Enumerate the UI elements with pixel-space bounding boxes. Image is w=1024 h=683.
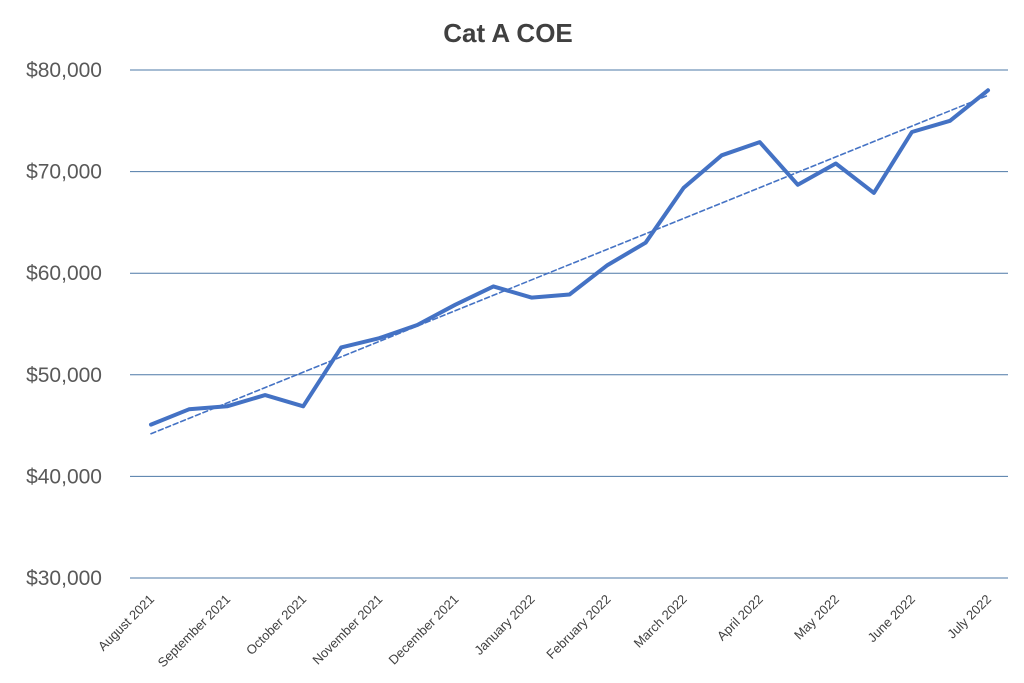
y-tick-label: $60,000: [26, 262, 102, 285]
chart-title: Cat A COE: [443, 18, 573, 48]
series-lines: [149, 88, 990, 435]
x-tick-label: December 2021: [385, 592, 461, 668]
y-tick-label: $40,000: [26, 465, 102, 488]
y-tick-label: $70,000: [26, 161, 102, 184]
x-tick-label: February 2022: [543, 592, 613, 662]
x-tick-label: June 2022: [864, 592, 918, 646]
x-tick-label: October 2021: [243, 592, 309, 658]
x-tick-label: July 2022: [944, 592, 994, 642]
trendline: [150, 94, 989, 435]
x-tick-label: March 2022: [631, 592, 690, 651]
y-tick-label: $30,000: [26, 567, 102, 590]
x-tick-label: January 2022: [471, 592, 537, 658]
x-tick-label: August 2021: [95, 592, 157, 654]
y-axis-tick-labels: $30,000 $40,000 $50,000 $60,000 $70,000 $80,0…: [26, 59, 102, 590]
x-tick-label: September 2021: [155, 592, 234, 671]
series-line-cat-a-coe: [149, 88, 990, 427]
x-tick-label: May 2022: [791, 592, 842, 643]
x-tick-label: April 2022: [714, 592, 766, 644]
x-tick-label: November 2021: [309, 592, 385, 668]
y-tick-label: $50,000: [26, 364, 102, 387]
y-tick-label: $80,000: [26, 59, 102, 82]
gridlines: [130, 69, 1008, 579]
